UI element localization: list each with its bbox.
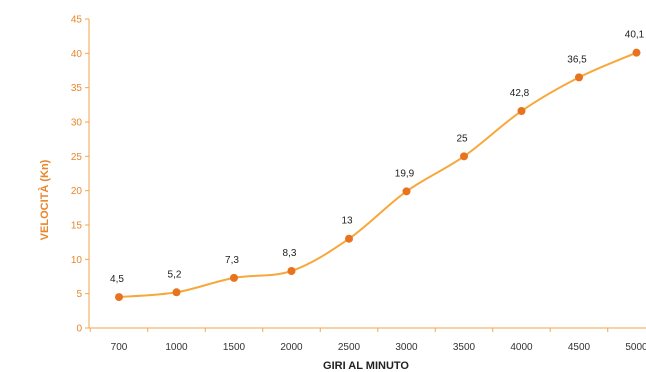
x-tick-label: 3500 [453,342,476,353]
data-point [172,288,181,297]
y-tick-label: 0 [76,324,82,335]
data-point [632,48,641,57]
y-tick-label: 40 [71,49,83,60]
y-tick-label: 45 [71,15,83,26]
data-point [287,267,296,276]
series-line [118,51,637,299]
data-point [115,293,123,302]
x-tick-label: 4000 [510,342,533,353]
x-axis-title: GIRI AL MINUTO [323,360,409,372]
y-tick-label: 25 [71,152,83,163]
data-label: 8,3 [283,248,297,259]
y-tick-label: 20 [71,186,83,197]
data-point [517,107,526,116]
data-point [345,234,353,243]
y-tick-label: 5 [76,289,82,300]
data-labels: 4,5 5,2 7,3 8,3 13 19,9 25 42,8 36,5 40,1 [110,30,645,285]
data-label: 19,9 [395,168,415,179]
x-tick-label: 5000 [625,342,646,353]
y-axis: 0 5 10 15 20 25 30 35 40 45 [71,15,90,335]
data-point [230,273,238,282]
y-tick-label: 10 [71,255,83,266]
data-label: 7,3 [225,255,239,266]
data-label: 40,1 [625,30,645,41]
data-points [115,48,641,302]
x-tick-label: 2500 [338,342,361,353]
x-tick-label: 1500 [223,342,246,353]
data-label: 13 [341,216,353,227]
y-tick-label: 30 [71,118,83,129]
data-label: 5,2 [168,269,182,280]
data-label: 4,5 [110,274,124,285]
data-label: 25 [456,133,468,144]
data-point [575,73,583,82]
data-label: 36,5 [567,54,587,65]
x-axis: 700 1000 1500 2000 2500 3000 3500 4000 4500 5000 [89,327,646,353]
data-label: 42,8 [510,88,530,99]
x-tick-label: 2000 [280,342,303,353]
y-tick-label: 15 [71,221,83,232]
data-point [402,187,411,196]
y-tick-label: 35 [71,83,83,94]
x-tick-label: 4500 [568,342,591,353]
y-axis-title: VELOCITÀ (Kn) [38,159,51,240]
x-tick-label: 700 [111,342,128,353]
x-tick-label: 1000 [165,342,188,353]
data-point [460,152,468,161]
x-tick-label: 3000 [395,342,418,353]
